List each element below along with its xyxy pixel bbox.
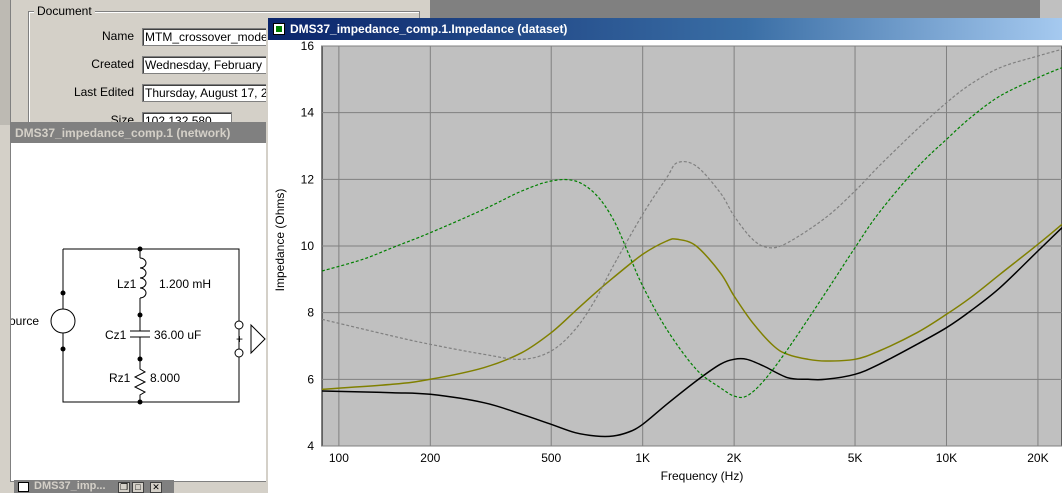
node-dot [137, 312, 143, 318]
wire-bottom-left [62, 249, 140, 403]
resistor-icon[interactable] [133, 365, 147, 402]
dataset-window-icon [273, 23, 285, 35]
chart-window-title[interactable]: DMS37_impedance_comp.1.Impedance (datase… [268, 18, 1062, 40]
node-dot [137, 246, 143, 252]
x-tick-label: 1K [635, 451, 650, 465]
terminal-top-icon[interactable] [234, 320, 244, 330]
y-tick-label: 8 [307, 306, 314, 320]
node-dot [137, 356, 143, 362]
window-edge [0, 0, 11, 125]
name-label: Name [101, 29, 134, 43]
created-label: Created [91, 57, 134, 71]
node-dot [60, 346, 66, 352]
wire-bottom-right [140, 353, 240, 403]
x-axis-label: Frequency (Hz) [661, 469, 744, 483]
y-tick-label: 14 [301, 106, 315, 120]
last-edited-label: Last Edited [73, 85, 134, 99]
driver-icon [250, 323, 266, 355]
lz-value: 1.200 mH [159, 277, 211, 291]
background-area-light [1040, 0, 1062, 18]
window-app-icon [18, 482, 29, 492]
source-icon[interactable] [50, 308, 76, 334]
inductor-icon[interactable] [139, 257, 147, 299]
x-tick-label: 2K [727, 451, 742, 465]
impedance-chart[interactable]: 100 200 500 1K 2K 5K 10K 20K 4 6 8 10 12 14 16 Freque… [268, 40, 1062, 493]
background-area [430, 0, 1062, 18]
rz-value: 8.000 [150, 371, 180, 385]
x-tick-label: 100 [329, 451, 349, 465]
x-tick-label: 200 [420, 451, 440, 465]
y-axis-label: Impedance (Ohms) [273, 189, 287, 292]
restore-icon[interactable]: ❐ [118, 482, 130, 493]
dataset-chart-window[interactable]: DMS37_impedance_comp.1.Impedance (datase… [266, 18, 1062, 493]
network-schematic[interactable]: Source Lz1 1.200 mH Cz1 36.00 uF Rz1 8.0… [11, 143, 269, 481]
network-window[interactable]: DMS37_impedance_comp.1 (network) [10, 122, 270, 482]
x-tick-label: 10K [936, 451, 957, 465]
y-tick-label: 6 [307, 372, 314, 386]
node-dot [60, 290, 66, 296]
cz-name: Cz1 [105, 328, 127, 342]
y-tick-label: 16 [301, 40, 315, 53]
terminal-bottom-icon[interactable] [234, 348, 244, 358]
x-tick-label: 20K [1027, 451, 1048, 465]
last-edited-field[interactable]: Thursday, August 17, 20 [142, 84, 276, 102]
document-group-title: Document [34, 4, 95, 18]
name-field[interactable]: MTM_crossover_modelin [142, 28, 276, 46]
impedance-series-2 [322, 223, 1062, 391]
y-tick-label: 10 [301, 239, 315, 253]
rz-name: Rz1 [109, 371, 131, 385]
source-label: Source [11, 314, 39, 328]
wire-top [63, 248, 240, 323]
network-window-title[interactable]: DMS37_impedance_comp.1 (network) [11, 123, 269, 143]
minimized-window-title[interactable]: DMS37_imp... [34, 480, 106, 492]
x-tick-label: 500 [541, 451, 561, 465]
impedance-series-3 [322, 67, 1062, 399]
created-field[interactable]: Wednesday, February 11 [142, 56, 276, 74]
maximize-icon[interactable]: □ [132, 482, 144, 493]
y-tick-label: 4 [307, 439, 314, 453]
node-dot [137, 399, 143, 405]
lz-name: Lz1 [117, 277, 137, 291]
impedance-series-1 [322, 227, 1062, 438]
x-tick-label: 5K [848, 451, 863, 465]
impedance-series-4 [322, 48, 1062, 360]
y-tick-label: 12 [301, 172, 315, 186]
plus-sign: + [236, 332, 243, 346]
close-icon[interactable]: ✕ [150, 482, 162, 493]
cz-value: 36.00 uF [154, 328, 201, 342]
